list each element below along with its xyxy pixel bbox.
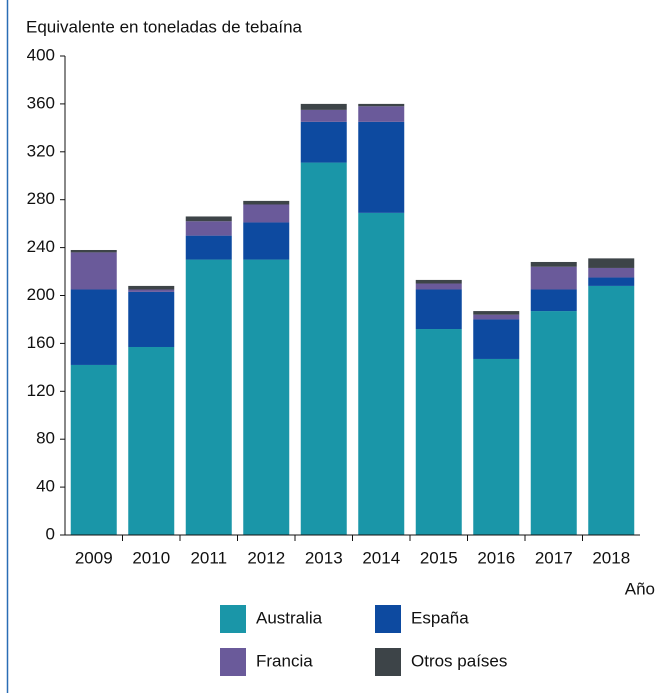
- y-tick-label: 320: [27, 141, 55, 160]
- bar-segment: [415, 283, 462, 290]
- bar-segment: [70, 252, 117, 290]
- bar-segment: [588, 258, 635, 268]
- bar-segment: [530, 289, 577, 312]
- bar-segment: [128, 289, 175, 292]
- bar-segment: [300, 162, 347, 535]
- x-tick-label: 2014: [362, 548, 400, 567]
- legend-swatch: [375, 648, 401, 676]
- x-tick-label: 2015: [420, 548, 458, 567]
- legend-label: Australia: [256, 608, 323, 627]
- legend-swatch: [375, 605, 401, 633]
- y-axis-label: Equivalente en toneladas de tebaína: [26, 17, 303, 36]
- bar-segment: [530, 261, 577, 267]
- bar-segment: [415, 279, 462, 284]
- bar-segment: [473, 311, 520, 315]
- bar-segment: [243, 222, 290, 260]
- bar-segment: [588, 267, 635, 278]
- x-axis-label: Año: [625, 579, 655, 598]
- bar-segment: [473, 314, 520, 320]
- bar-segment: [128, 346, 175, 535]
- y-tick-label: 200: [27, 285, 55, 304]
- bar-segment: [300, 109, 347, 122]
- legend-label: España: [411, 608, 469, 627]
- legend-label: Francia: [256, 651, 313, 670]
- bar-segment: [473, 358, 520, 535]
- y-tick-label: 40: [36, 477, 55, 496]
- y-tick-label: 360: [27, 93, 55, 112]
- bar-segment: [243, 259, 290, 535]
- bar-segment: [473, 319, 520, 359]
- bar-segment: [128, 285, 175, 290]
- bar-segment: [70, 364, 117, 535]
- x-tick-label: 2016: [477, 548, 515, 567]
- bar-segment: [588, 285, 635, 535]
- x-tick-label: 2012: [247, 548, 285, 567]
- x-tick-label: 2017: [535, 548, 573, 567]
- y-tick-label: 0: [46, 524, 55, 543]
- bar-segment: [185, 221, 232, 236]
- bar-segment: [185, 259, 232, 535]
- bar-segment: [415, 329, 462, 535]
- bar-segment: [243, 200, 290, 205]
- bar-segment: [358, 212, 405, 535]
- bar-segment: [185, 216, 232, 222]
- y-tick-label: 80: [36, 429, 55, 448]
- y-tick-label: 280: [27, 189, 55, 208]
- bar-segment: [530, 311, 577, 535]
- bar-segment: [300, 121, 347, 163]
- bar-segment: [530, 266, 577, 290]
- bar-segment: [70, 289, 117, 365]
- bar-segment: [185, 235, 232, 260]
- bar-segment: [415, 289, 462, 330]
- x-tick-label: 2010: [132, 548, 170, 567]
- y-tick-label: 160: [27, 333, 55, 352]
- bar-segment: [70, 249, 117, 253]
- legend-label: Otros países: [411, 651, 507, 670]
- x-tick-label: 2009: [75, 548, 113, 567]
- legend-swatch: [220, 605, 246, 633]
- x-tick-label: 2018: [592, 548, 630, 567]
- bar-segment: [358, 103, 405, 107]
- y-tick-label: 120: [27, 381, 55, 400]
- bar-segment: [243, 204, 290, 223]
- bar-segment: [128, 291, 175, 347]
- bar-segment: [300, 103, 347, 110]
- y-tick-label: 240: [27, 237, 55, 256]
- bar-segment: [358, 121, 405, 213]
- x-tick-label: 2011: [190, 548, 227, 567]
- y-tick-label: 400: [27, 45, 55, 64]
- x-tick-label: 2013: [305, 548, 343, 567]
- legend-swatch: [220, 648, 246, 676]
- bar-segment: [358, 106, 405, 122]
- bar-segment: [588, 277, 635, 286]
